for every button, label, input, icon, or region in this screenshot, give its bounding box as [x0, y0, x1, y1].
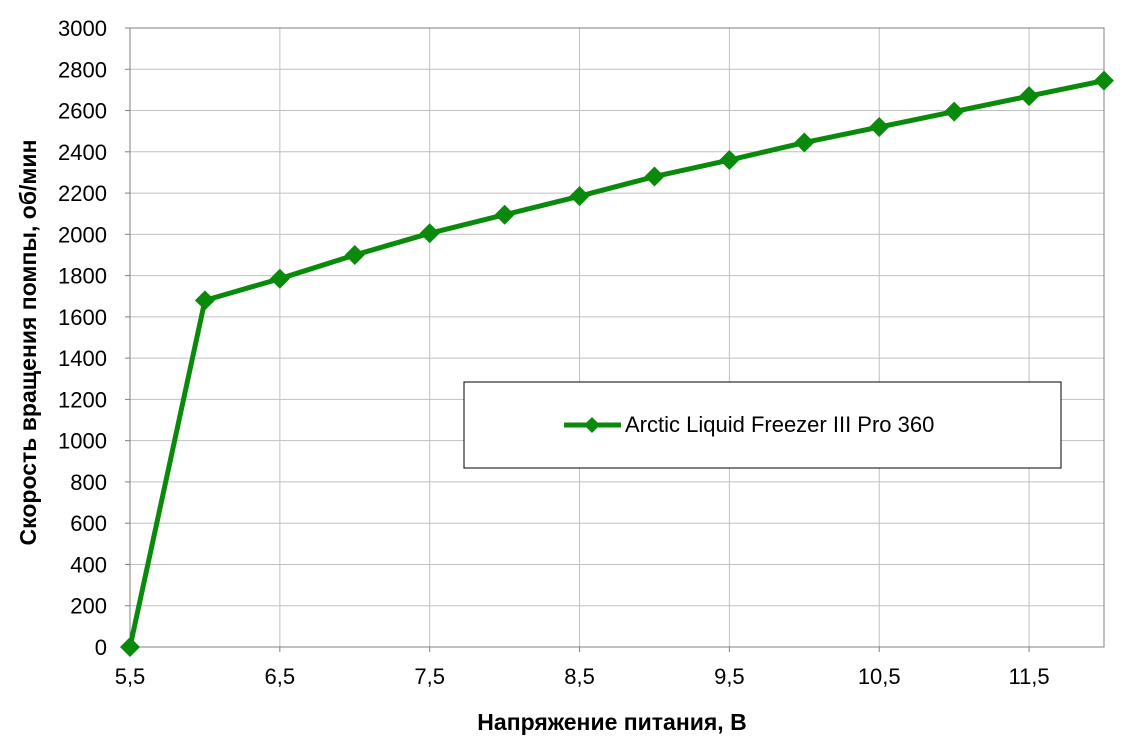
x-tick-label: 6,5	[265, 664, 296, 689]
legend: Arctic Liquid Freezer III Pro 360	[463, 381, 1062, 469]
y-axis-ticks: 0 200 400 600 800 1000 1200 1400 1600 1800 2000 220…	[58, 16, 130, 660]
y-tick-label: 200	[70, 594, 107, 619]
y-tick-label: 1400	[58, 346, 107, 371]
legend-entry-label: Arctic Liquid Freezer III Pro 360	[625, 412, 934, 437]
legend-box	[463, 381, 1062, 469]
data-point-marker	[269, 268, 290, 289]
y-tick-label: 0	[95, 635, 107, 660]
data-point-marker	[794, 132, 815, 153]
data-point-marker	[644, 166, 665, 187]
data-point-marker	[344, 244, 365, 265]
data-point-marker	[1019, 86, 1040, 107]
y-tick-label: 1800	[58, 264, 107, 289]
y-tick-label: 2400	[58, 140, 107, 165]
x-tick-label: 7,5	[414, 664, 445, 689]
y-tick-label: 2000	[58, 222, 107, 247]
y-tick-label: 2800	[58, 57, 107, 82]
data-point-marker	[419, 223, 440, 244]
data-point-marker	[120, 637, 140, 657]
y-tick-label: 600	[70, 511, 107, 536]
y-axis-title: Скорость вращения помпы, об/мин	[15, 140, 41, 546]
data-point-marker	[1094, 70, 1114, 91]
plot-area-frame	[129, 27, 1105, 648]
series-group	[120, 70, 1114, 657]
y-tick-label: 400	[70, 552, 107, 577]
data-point-marker	[719, 150, 740, 171]
x-axis-ticks: 5,5 6,5 7,5 8,5 9,5 10,5 11,5	[115, 647, 1050, 689]
y-tick-label: 1200	[58, 387, 107, 412]
x-tick-label: 10,5	[858, 664, 901, 689]
grid-lines	[129, 27, 1104, 648]
data-point-marker	[194, 290, 215, 311]
data-point-marker	[944, 101, 965, 122]
y-tick-label: 1600	[58, 305, 107, 330]
data-point-marker	[869, 117, 890, 138]
x-tick-label: 9,5	[714, 664, 745, 689]
y-tick-label: 800	[70, 470, 107, 495]
series-line	[127, 78, 1105, 648]
x-tick-label: 8,5	[564, 664, 595, 689]
x-tick-label: 5,5	[115, 664, 146, 689]
y-tick-label: 3000	[58, 16, 107, 41]
x-axis-title: Напряжение питания, В	[477, 709, 746, 735]
y-tick-label: 2600	[58, 99, 107, 124]
legend-marker-swatch	[584, 417, 600, 433]
data-point-marker	[494, 204, 515, 225]
y-tick-label: 1000	[58, 429, 107, 454]
data-point-marker	[569, 186, 590, 207]
y-tick-label: 2200	[58, 181, 107, 206]
x-tick-label: 11,5	[1008, 664, 1049, 689]
